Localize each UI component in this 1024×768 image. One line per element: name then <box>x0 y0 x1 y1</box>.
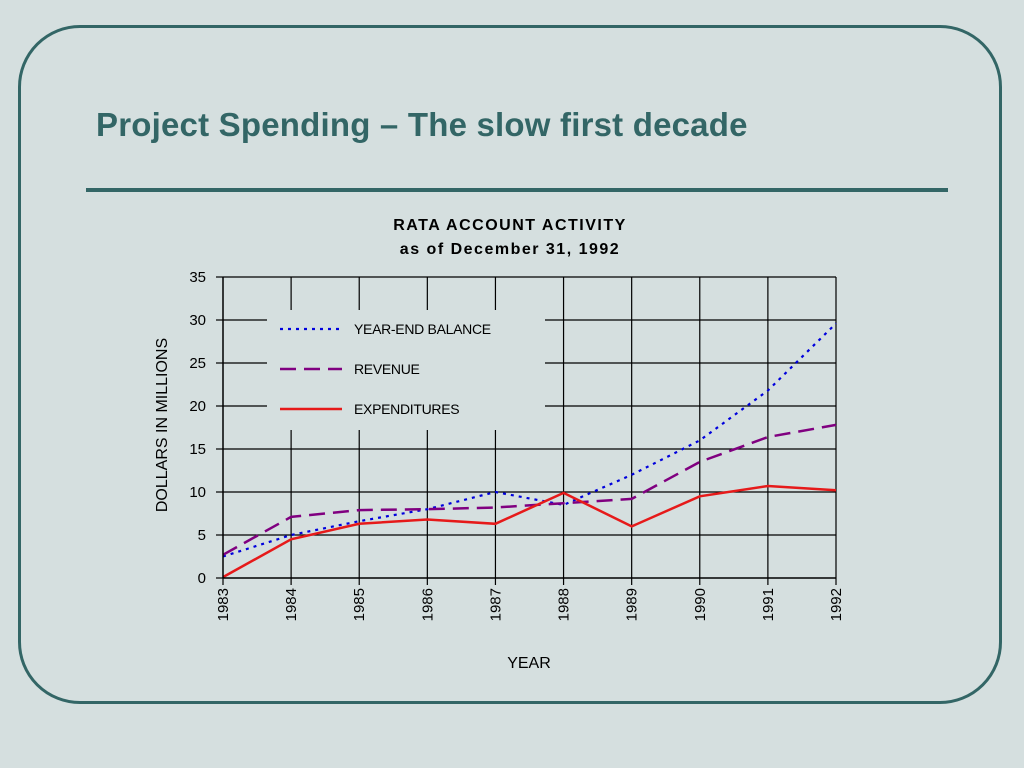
series-line-expenditures <box>222 484 837 579</box>
x-tick-label-1989: 1989 <box>624 588 641 621</box>
y-tick-label-15: 15 <box>189 441 206 458</box>
x-tick-label-1991: 1991 <box>760 588 777 621</box>
title-divider <box>86 188 948 192</box>
x-tick-label-1988: 1988 <box>556 588 573 621</box>
x-tick-label-1986: 1986 <box>419 588 436 621</box>
x-tick-label-1984: 1984 <box>283 588 300 621</box>
x-tick-label-1987: 1987 <box>487 588 504 621</box>
legend: YEAR-END BALANCE REVENUE EXPENDITURES <box>267 310 545 430</box>
x-tick-label-1985: 1985 <box>351 588 368 621</box>
x-axis-title: YEAR <box>507 655 551 672</box>
y-tick-label-0: 0 <box>198 570 206 587</box>
slide-title: Project Spending – The slow first decade <box>96 106 748 143</box>
legend-label-expenditures: EXPENDITURES <box>354 401 459 417</box>
series-lines <box>222 322 837 579</box>
x-tick-label-1992: 1992 <box>828 588 845 621</box>
y-tick-label-25: 25 <box>189 355 206 372</box>
chart-title: RATA ACCOUNT ACTIVITY <box>393 217 627 234</box>
axes: 0 5 10 15 20 25 30 35 1983 1984 1985 1986 1987 1988 19… <box>189 269 845 621</box>
y-tick-label-5: 5 <box>198 527 206 544</box>
chart-subtitle: as of December 31, 1992 <box>400 241 620 258</box>
y-tick-label-20: 20 <box>189 398 206 415</box>
legend-label-revenue: REVENUE <box>354 361 420 377</box>
y-tick-label-30: 30 <box>189 312 206 329</box>
y-axis-title: DOLLARS IN MILLIONS <box>154 338 171 512</box>
legend-label-year-end-balance: YEAR-END BALANCE <box>354 321 491 337</box>
x-tick-label-1983: 1983 <box>215 588 232 621</box>
series-line-revenue <box>222 423 837 556</box>
y-tick-label-35: 35 <box>189 269 206 286</box>
x-tick-label-1990: 1990 <box>692 588 709 621</box>
y-tick-label-10: 10 <box>189 484 206 501</box>
series-line-year-end-balance <box>222 322 837 558</box>
